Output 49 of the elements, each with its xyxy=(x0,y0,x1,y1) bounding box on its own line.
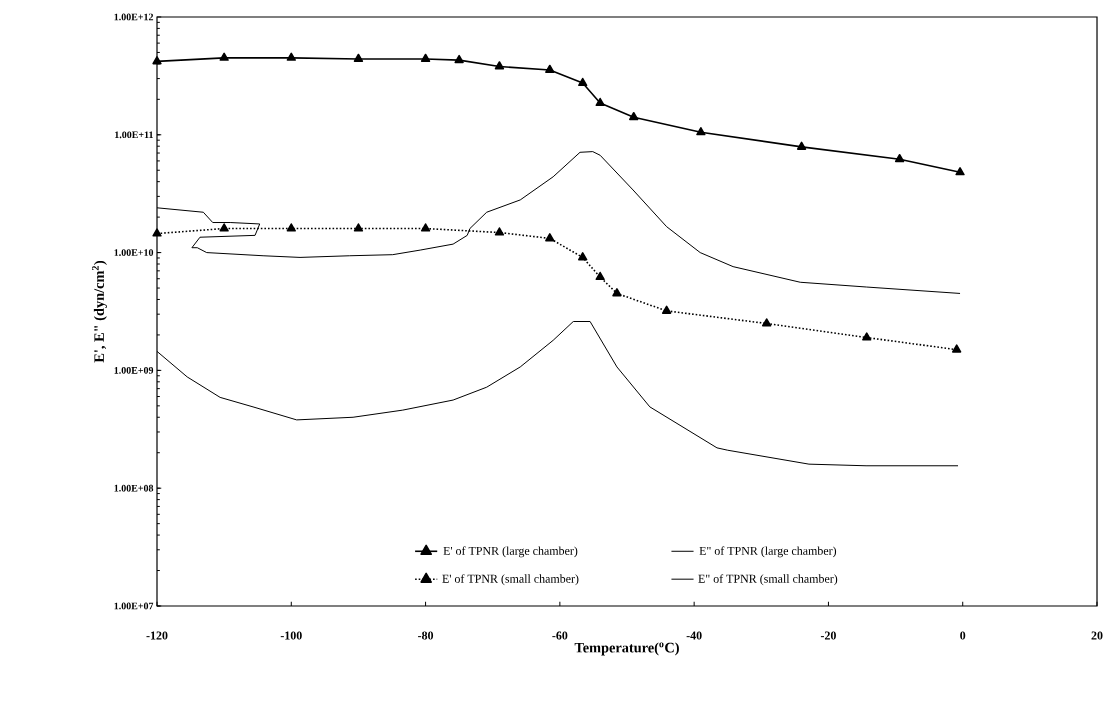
point xyxy=(286,52,296,61)
x-axis-title: Temperature($^{o}$C) xyxy=(574,642,679,656)
y-axis-title: E', E" (dyn/cm$^{2}$) xyxy=(92,260,107,363)
point xyxy=(219,52,229,61)
legend-label: E" of TPNR (large chamber) xyxy=(699,546,837,558)
point xyxy=(454,54,464,64)
y-tick-label: 1.00E+08 xyxy=(114,484,154,492)
legend-label: E' of TPNR (small chamber) xyxy=(442,574,579,586)
point xyxy=(595,271,605,281)
point xyxy=(219,223,229,232)
x-tick-label: -100 xyxy=(280,631,302,640)
x-tick-label: -80 xyxy=(418,631,434,640)
point xyxy=(353,53,364,63)
point xyxy=(952,344,962,353)
point xyxy=(494,61,505,70)
y-tick-label: 1.00E+10 xyxy=(114,249,154,256)
point xyxy=(595,97,605,107)
x-tick-label: -40 xyxy=(686,631,702,640)
legend-label: E' of TPNR (large chamber) xyxy=(443,546,578,558)
x-tick-label: -60 xyxy=(552,631,568,640)
point xyxy=(612,288,622,297)
point xyxy=(420,53,431,63)
point xyxy=(286,223,296,232)
y-tick-label: 1.00E+09 xyxy=(114,367,154,374)
x-tick-label: 0 xyxy=(960,631,966,640)
point xyxy=(661,305,672,314)
x-tick-label: -20 xyxy=(820,631,836,640)
point xyxy=(578,77,588,87)
y-tick-label: 1.00E+07 xyxy=(114,602,154,610)
x-tick-label: 20 xyxy=(1091,631,1103,640)
point xyxy=(578,252,588,261)
point xyxy=(494,227,505,236)
point xyxy=(152,56,162,65)
point xyxy=(545,233,555,242)
y-tick-label: 1.00E+12 xyxy=(114,13,154,21)
y-tick-label: 1.00E+11 xyxy=(115,131,153,139)
point xyxy=(796,141,807,150)
point xyxy=(353,223,364,232)
point xyxy=(545,64,555,74)
point xyxy=(420,223,431,232)
point xyxy=(152,228,162,237)
point xyxy=(761,318,772,327)
legend-label: E" of TPNR (small chamber) xyxy=(698,574,838,586)
point xyxy=(862,332,872,341)
point xyxy=(629,111,639,121)
x-tick-label: -120 xyxy=(146,631,168,640)
point xyxy=(894,153,905,163)
point xyxy=(696,127,706,136)
point xyxy=(955,167,965,176)
